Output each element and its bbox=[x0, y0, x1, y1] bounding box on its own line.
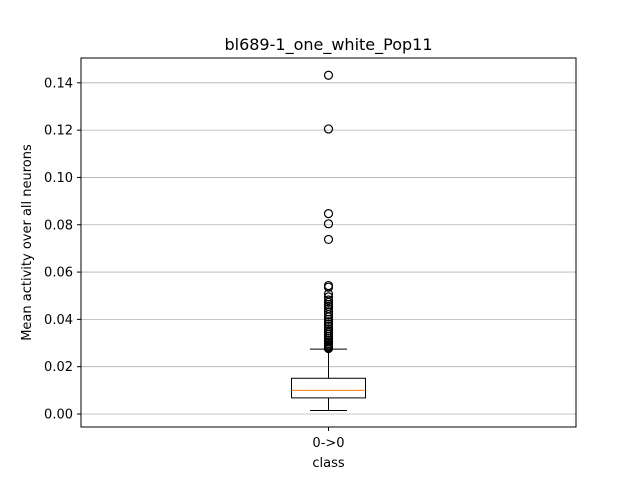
y-tick-label: 0.06 bbox=[44, 266, 73, 281]
outlier-point bbox=[323, 124, 334, 134]
outlier-point bbox=[323, 219, 334, 229]
outlier-point bbox=[323, 310, 334, 320]
y-tick-label: 0.02 bbox=[44, 360, 73, 375]
outlier-point bbox=[323, 282, 334, 292]
outlier-point bbox=[323, 209, 334, 219]
y-axis-label: Mean activity over all neurons bbox=[20, 144, 35, 341]
outlier-point bbox=[323, 314, 334, 324]
y-tick-label: 0.12 bbox=[44, 124, 73, 139]
y-tick-label: 0.00 bbox=[44, 407, 73, 422]
chart-title: bl689-1_one_white_Pop11 bbox=[224, 35, 432, 55]
plot-area-frame bbox=[80, 57, 577, 428]
y-axis-ticks: 0.00 0.02 0.04 0.06 0.08 0.10 0.12 0.14 bbox=[44, 76, 81, 422]
y-tick-label: 0.04 bbox=[44, 313, 73, 328]
y-tick-label: 0.08 bbox=[44, 218, 73, 233]
interquartile-box bbox=[291, 377, 366, 399]
outlier-point bbox=[323, 343, 334, 354]
outlier-point bbox=[323, 295, 334, 305]
outlier-point bbox=[323, 70, 334, 80]
y-grid-lines bbox=[81, 82, 576, 415]
y-tick-label: 0.14 bbox=[44, 76, 73, 91]
outlier-point bbox=[323, 234, 334, 245]
outlier-point bbox=[323, 312, 334, 322]
outlier-point bbox=[323, 317, 334, 327]
box-plot-series bbox=[291, 70, 366, 411]
x-axis-ticks: 0->0 bbox=[312, 427, 345, 451]
x-axis-label: class bbox=[312, 456, 344, 471]
y-tick-label: 0.10 bbox=[44, 171, 73, 186]
x-tick-label: 0->0 bbox=[312, 436, 344, 451]
